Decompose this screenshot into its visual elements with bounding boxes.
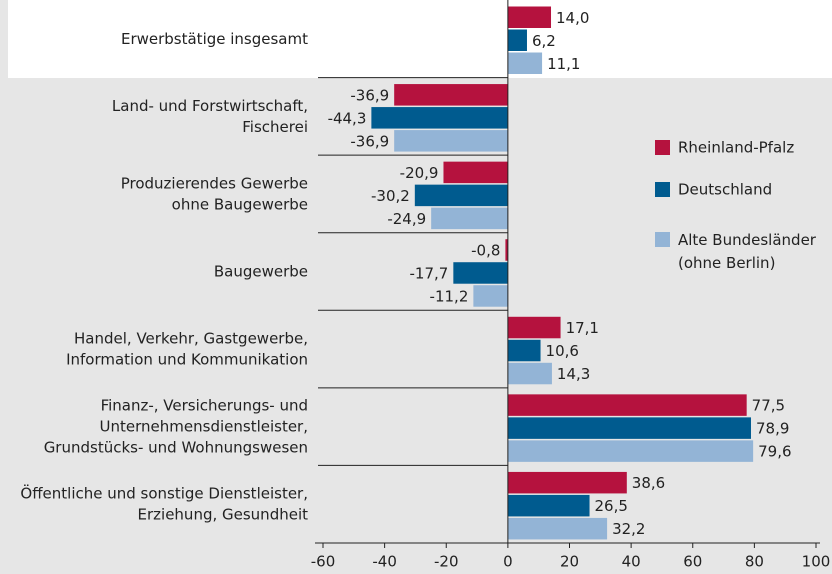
category-label: Erwerbstätige insgesamt (121, 29, 308, 47)
x-tick-label: 0 (503, 553, 513, 571)
bar (473, 285, 508, 307)
bar (507, 471, 627, 494)
legend-swatch (655, 182, 670, 197)
value-label: -30,2 (371, 187, 410, 205)
bar (431, 207, 508, 230)
bar (507, 339, 541, 362)
category-line: Baugewerbe (214, 262, 308, 280)
value-label: 17,1 (566, 319, 599, 337)
x-tick-label: -40 (372, 553, 397, 571)
legend-label: Rheinland-Pfalz (678, 139, 794, 157)
bar (507, 316, 561, 339)
value-label: -0,8 (471, 241, 500, 259)
bar (414, 184, 508, 207)
category-line: Erwerbstätige insgesamt (121, 29, 308, 47)
category-label: Öffentliche und sonstige Dienstleister, E… (20, 483, 308, 523)
category-line: Grundstücks- und Wohnungswesen (44, 438, 308, 456)
category-line: Öffentliche und sonstige Dienstleister, (20, 483, 308, 502)
value-label: 26,5 (595, 497, 628, 515)
value-label: 14,3 (557, 365, 590, 383)
legend-label: Alte Bundesländer (ohne Berlin) (678, 231, 817, 272)
value-label: -24,9 (387, 210, 426, 228)
value-label: 38,6 (632, 474, 665, 492)
value-label: 77,5 (752, 397, 785, 415)
value-label: 14,0 (556, 9, 589, 27)
category-line: Produzierendes Gewerbe (121, 174, 308, 192)
bar (443, 161, 508, 184)
bar (507, 29, 527, 51)
category-line: Erziehung, Gesundheit (138, 505, 309, 523)
category-line: Finanz-, Versicherungs- und (101, 396, 308, 414)
category-line: Handel, Verkehr, Gastgewerbe, (74, 329, 308, 347)
value-label: 10,6 (546, 342, 579, 360)
category-label: Finanz-, Versicherungs- und Unternehmensd… (44, 396, 308, 456)
value-label: 11,1 (547, 55, 580, 73)
category-line: ohne Baugewerbe (172, 195, 308, 213)
value-label: -17,7 (410, 264, 449, 282)
bar (507, 517, 608, 540)
legend-swatch (655, 140, 670, 155)
category-label: Baugewerbe (214, 262, 308, 280)
x-tick-label: 80 (745, 553, 764, 571)
x-tick-label: 40 (622, 553, 641, 571)
category-line: Land- und Forstwirtschaft, (112, 96, 308, 114)
bar (507, 494, 590, 517)
bar (394, 84, 508, 106)
x-tick-label: 60 (683, 553, 702, 571)
bar (507, 440, 754, 462)
bar (507, 394, 747, 416)
x-tick-label: -20 (434, 553, 459, 571)
value-label: 78,9 (756, 420, 789, 438)
bar (507, 417, 751, 439)
value-label: -36,9 (350, 132, 389, 150)
bar (507, 6, 552, 28)
legend-label: Deutschland (678, 181, 772, 199)
highlight-row (8, 0, 832, 78)
bar (371, 107, 508, 129)
value-label: -36,9 (350, 86, 389, 104)
legend-line: (ohne Berlin) (678, 254, 775, 272)
bar (507, 52, 543, 74)
bar (505, 239, 508, 261)
bar (507, 362, 552, 385)
value-label: 6,2 (532, 32, 556, 50)
value-label: 79,6 (758, 443, 791, 461)
x-tick-label: 100 (802, 553, 831, 571)
category-line: Unternehmensdienstleister, (100, 417, 308, 435)
category-label: Produzierendes Gewerbe ohne Baugewerbe (121, 174, 308, 213)
legend-swatch (655, 232, 670, 247)
legend-line: Alte Bundesländer (678, 231, 817, 249)
value-label: -44,3 (328, 109, 367, 127)
category-line: Information und Kommunikation (66, 350, 308, 368)
category-line: Fischerei (242, 117, 308, 135)
value-label: 32,2 (612, 520, 645, 538)
category-label: Land- und Forstwirtschaft, Fischerei (112, 96, 308, 135)
x-tick-label: 20 (560, 553, 579, 571)
value-label: -11,2 (430, 287, 469, 305)
value-label: -20,9 (400, 164, 439, 182)
bar (394, 130, 508, 152)
bar (453, 262, 508, 284)
category-label: Handel, Verkehr, Gastgewerbe, Information… (66, 329, 308, 368)
x-tick-label: -60 (311, 553, 336, 571)
